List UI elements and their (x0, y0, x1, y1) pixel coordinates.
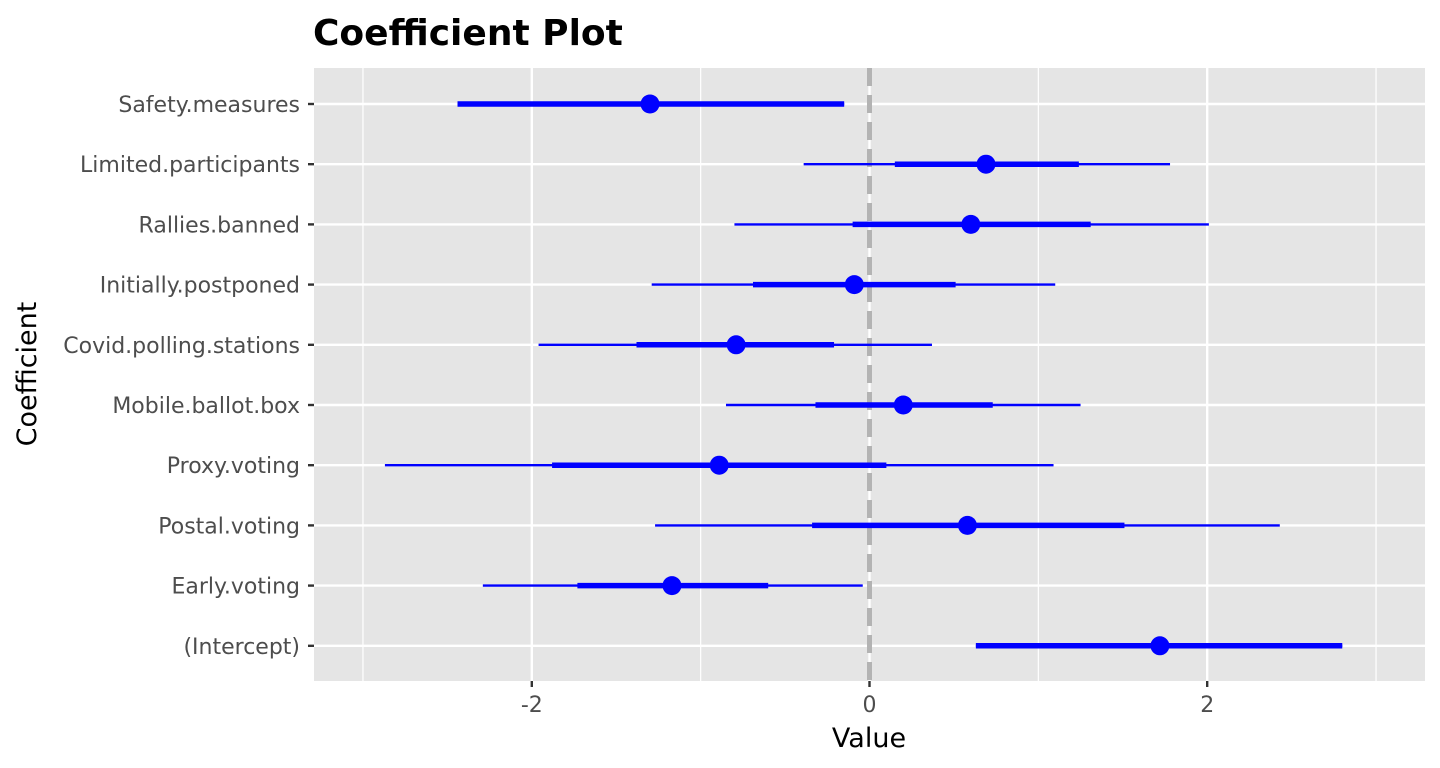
coefficient-point (640, 94, 660, 114)
y-tick-label: (Intercept) (183, 635, 300, 660)
chart-title: Coefficient Plot (313, 13, 623, 54)
y-tick-label: Mobile.ballot.box (112, 394, 300, 419)
coefficient-point (662, 576, 682, 596)
coefficient-point (726, 335, 746, 355)
y-tick-label: Covid.polling.stations (63, 334, 300, 359)
minor-gridlines (362, 68, 1377, 681)
coefficient-point (957, 515, 977, 535)
coefficient-point (709, 455, 729, 475)
y-tick-label: Postal.voting (158, 514, 300, 539)
x-axis-title: Value (832, 723, 906, 754)
x-tick-label: 2 (1200, 693, 1214, 718)
coefficient-point (1150, 636, 1170, 656)
point-layer (640, 94, 1170, 656)
x-tick-label: -2 (521, 693, 543, 718)
x-axis: -2 0 2 (521, 681, 1214, 718)
coefficient-point (976, 154, 996, 174)
y-tick-label: Initially.postponed (100, 274, 300, 299)
y-tick-label: Early.voting (171, 575, 300, 600)
coefficient-point (844, 275, 864, 295)
y-tick-label: Limited.participants (80, 153, 300, 178)
y-tick-label: Safety.measures (118, 93, 300, 118)
y-tick-label: Rallies.banned (139, 213, 300, 238)
y-axis: Safety.measures Limited.participants Ralli… (63, 93, 314, 660)
y-axis-title: Coefficient (12, 302, 43, 447)
coefficient-point (961, 214, 981, 234)
coefficient-point (893, 395, 913, 415)
y-tick-label: Proxy.voting (167, 454, 300, 479)
x-tick-label: 0 (863, 693, 877, 718)
